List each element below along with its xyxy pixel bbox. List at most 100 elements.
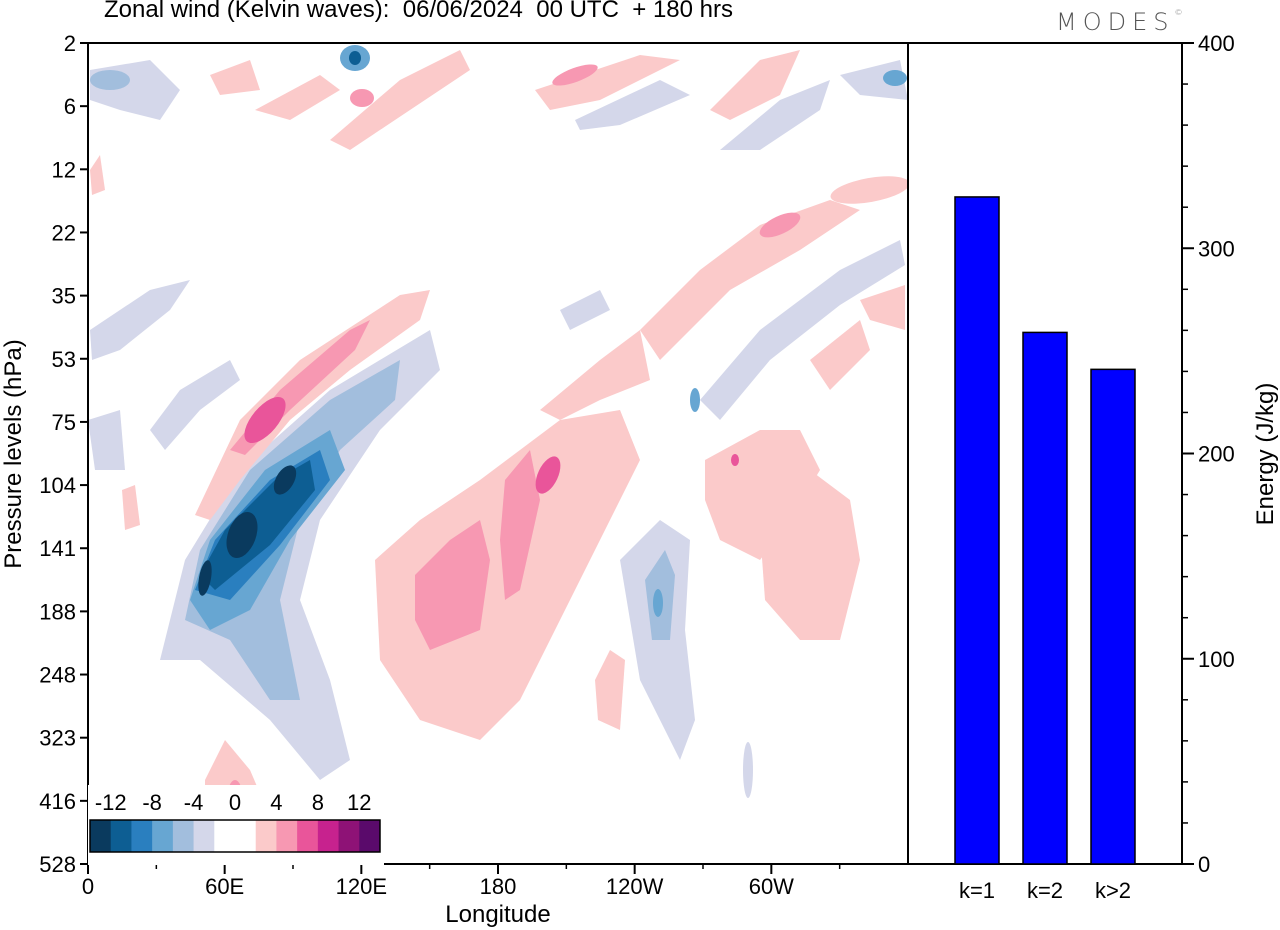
wind-contour bbox=[349, 51, 361, 65]
colorbar-swatch bbox=[193, 820, 215, 852]
wind-contour bbox=[88, 410, 125, 470]
colorbar-tick-label: 0 bbox=[229, 790, 241, 815]
energy-bar bbox=[1090, 368, 1136, 865]
y-tick-label: 104 bbox=[39, 473, 76, 498]
energy-tick-label: 300 bbox=[1198, 236, 1235, 261]
wind-contour bbox=[653, 589, 663, 617]
wind-contour bbox=[210, 60, 260, 95]
colorbar-tick-label: 8 bbox=[312, 790, 324, 815]
colorbar-swatch bbox=[359, 820, 381, 852]
colorbar-swatch bbox=[214, 820, 236, 852]
wind-contour bbox=[830, 176, 908, 204]
colorbar-swatch bbox=[131, 820, 153, 852]
y-tick-label: 6 bbox=[64, 94, 76, 119]
wind-contour bbox=[255, 75, 340, 120]
energy-tick-label: 200 bbox=[1198, 442, 1235, 467]
colorbar-swatch bbox=[276, 820, 298, 852]
brand-text: MODES bbox=[1056, 8, 1175, 36]
modes-logo: MODES© bbox=[1056, 8, 1182, 36]
energy-tick-label: 0 bbox=[1198, 852, 1210, 877]
chart-title: Zonal wind (Kelvin waves): 06/06/2024 00… bbox=[104, 0, 733, 23]
wind-contour bbox=[535, 456, 561, 494]
colorbar-tick-label: 12 bbox=[347, 790, 371, 815]
wind-contour bbox=[860, 285, 905, 330]
wind-field bbox=[88, 45, 908, 864]
wind-contour bbox=[160, 330, 440, 780]
y-tick-label: 35 bbox=[52, 284, 76, 309]
energy-bar bbox=[1022, 331, 1068, 865]
colorbar-swatch bbox=[152, 820, 174, 852]
colorbar-frame bbox=[89, 819, 381, 853]
colorbar-tick-label: -4 bbox=[184, 790, 204, 815]
wind-contour bbox=[560, 290, 610, 330]
x-axis-title: Longitude bbox=[445, 901, 550, 928]
wind-contour bbox=[883, 70, 907, 86]
wind-contour bbox=[720, 80, 830, 150]
wind-contour bbox=[122, 485, 140, 530]
wind-contour bbox=[350, 89, 374, 107]
colorbar-swatch bbox=[110, 820, 132, 852]
bar-category-label: k=1 bbox=[959, 878, 995, 903]
x-tick-label: 60E bbox=[205, 874, 244, 899]
wind-contour bbox=[540, 330, 650, 420]
y-tick-label: 528 bbox=[39, 852, 76, 877]
colorbar-tick-label: -12 bbox=[95, 790, 127, 815]
wind-contour bbox=[595, 650, 625, 730]
wind-contour bbox=[273, 465, 297, 495]
energy-tick-label: 400 bbox=[1198, 31, 1235, 56]
colorbar-tick-label: -8 bbox=[142, 790, 162, 815]
colorbar-swatch bbox=[90, 820, 112, 852]
colorbar: -12 -8 -4 0 4 8 12 bbox=[88, 785, 384, 865]
wind-contour bbox=[244, 396, 286, 444]
wind-contour bbox=[840, 60, 908, 100]
y-tick-label: 188 bbox=[39, 599, 76, 624]
colorbar-swatch bbox=[338, 820, 360, 852]
wind-contour bbox=[195, 290, 430, 520]
y-tick-label: 248 bbox=[39, 663, 76, 688]
wind-contour bbox=[535, 55, 680, 110]
wind-contour bbox=[690, 388, 700, 412]
wind-contour bbox=[810, 320, 870, 390]
wind-contour bbox=[575, 80, 690, 130]
wind-contour bbox=[552, 64, 598, 86]
colorbar-swatch bbox=[172, 820, 195, 852]
x-tick-label: 0 bbox=[82, 874, 94, 899]
bar-category-label: k=2 bbox=[1027, 878, 1063, 903]
y-tick-label: 2 bbox=[64, 31, 76, 56]
wind-contour bbox=[743, 742, 753, 798]
x-tick-label: 180 bbox=[480, 874, 517, 899]
wind-contour bbox=[731, 454, 739, 466]
colorbar-tick-label: 4 bbox=[270, 790, 282, 815]
wind-contour bbox=[200, 460, 315, 590]
colorbar-swatch bbox=[235, 820, 257, 852]
wind-contour bbox=[90, 60, 180, 120]
brand-mark: © bbox=[1174, 8, 1183, 17]
wind-contour bbox=[415, 520, 490, 650]
x-tick-label: 120W bbox=[606, 874, 664, 899]
wind-contour bbox=[90, 155, 105, 195]
wind-contour bbox=[700, 240, 905, 420]
colorbar-swatch bbox=[317, 820, 340, 852]
x-tick-label: 120E bbox=[336, 874, 387, 899]
y-tick-label: 141 bbox=[39, 536, 76, 561]
wind-contour bbox=[759, 212, 801, 238]
y-tick-label: 416 bbox=[39, 789, 76, 814]
x-tick-label: 60W bbox=[749, 874, 794, 899]
wind-contour bbox=[760, 470, 860, 640]
wind-contour bbox=[150, 360, 240, 450]
wind-contour bbox=[500, 450, 540, 600]
colorbar-swatch bbox=[297, 820, 319, 852]
energy-bars bbox=[954, 196, 1136, 865]
y-tick-label: 75 bbox=[52, 410, 76, 435]
wind-contour bbox=[90, 70, 130, 90]
wind-contour bbox=[198, 560, 212, 596]
wind-contour bbox=[90, 280, 190, 360]
energy-bar bbox=[954, 196, 1000, 865]
wind-contour bbox=[640, 200, 860, 360]
colorbar-swatch bbox=[255, 820, 277, 852]
energy-tick-label: 100 bbox=[1198, 647, 1235, 672]
y-tick-label: 12 bbox=[52, 157, 76, 182]
y-axis-title: Pressure levels (hPa) bbox=[0, 339, 27, 568]
